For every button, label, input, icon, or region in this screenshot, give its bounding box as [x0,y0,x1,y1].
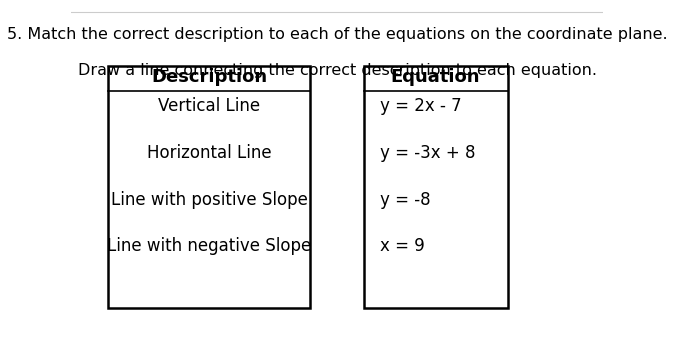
Text: Line with positive Slope: Line with positive Slope [111,191,307,208]
Text: Vertical Line: Vertical Line [158,97,260,115]
Text: y = -8: y = -8 [379,191,430,208]
Text: Draw a line connecting the correct description to each equation.: Draw a line connecting the correct descr… [78,63,596,78]
FancyBboxPatch shape [364,66,508,307]
Text: Description: Description [151,68,267,86]
Text: y = -3x + 8: y = -3x + 8 [379,144,475,162]
Text: 5. Match the correct description to each of the equations on the coordinate plan: 5. Match the correct description to each… [7,26,667,42]
Text: y = 2x - 7: y = 2x - 7 [379,97,461,115]
FancyBboxPatch shape [108,66,310,307]
Text: Equation: Equation [391,68,481,86]
Text: Line with negative Slope: Line with negative Slope [107,237,311,255]
Text: x = 9: x = 9 [379,237,425,255]
Text: Horizontal Line: Horizontal Line [147,144,272,162]
